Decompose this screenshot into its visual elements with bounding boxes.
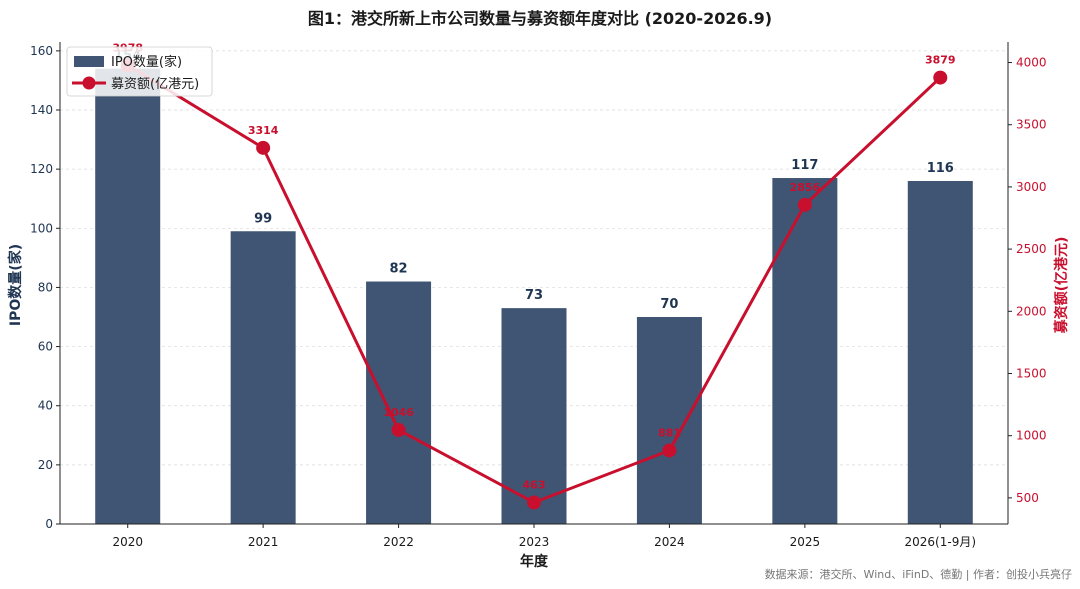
x-axis-label: 年度 xyxy=(520,553,549,570)
x-tick-label: 2022 xyxy=(383,535,414,549)
legend: IPO数量(家) 募资额(亿港元) xyxy=(66,46,213,97)
bar xyxy=(636,317,702,524)
bar-value-label: 116 xyxy=(927,161,954,176)
bar xyxy=(907,180,973,524)
left-tick-label: 100 xyxy=(30,221,53,235)
bar-series xyxy=(95,68,973,525)
right-tick-label: 2500 xyxy=(1016,242,1047,256)
source-note: 数据来源：港交所、Wind、iFinD、德勤 | 作者：创投小兵亮仔 xyxy=(765,567,1072,581)
right-axis-ticks: 500 1000 1500 2000 2500 3000 3500 4000 xyxy=(1008,56,1047,505)
left-axis-label: IPO数量(家) xyxy=(7,244,24,326)
left-tick-label: 120 xyxy=(30,162,53,176)
right-tick-label: 4000 xyxy=(1016,56,1047,70)
x-tick-label: 2024 xyxy=(654,535,685,549)
bar-value-label: 99 xyxy=(254,211,272,226)
bar xyxy=(230,231,296,525)
line-value-label: 1046 xyxy=(383,406,414,419)
left-tick-label: 80 xyxy=(38,280,53,294)
left-axis-ticks: 0 20 40 60 80 100 120 140 160 xyxy=(30,44,60,531)
line-value-label: 3879 xyxy=(925,54,956,67)
x-tick-label: 2020 xyxy=(112,535,143,549)
right-tick-label: 1000 xyxy=(1016,429,1047,443)
line-value-label: 2856 xyxy=(790,181,821,194)
x-tick-label: 2025 xyxy=(790,535,821,549)
left-tick-label: 140 xyxy=(30,103,53,117)
line-point xyxy=(256,140,271,155)
chart-title: 图1：港交所新上市公司数量与募资额年度对比 (2020-2026.9) xyxy=(308,9,772,28)
line-point xyxy=(662,443,677,458)
left-tick-label: 0 xyxy=(45,517,53,531)
right-tick-label: 500 xyxy=(1016,491,1039,505)
line-point xyxy=(797,197,812,212)
bar xyxy=(366,281,432,524)
x-tick-label: 2026(1-9月) xyxy=(905,535,977,549)
line-point xyxy=(933,70,948,85)
legend-line-marker xyxy=(82,76,96,90)
left-tick-label: 60 xyxy=(38,340,53,354)
bar-value-label: 70 xyxy=(660,297,678,312)
bar-value-label: 73 xyxy=(525,288,543,303)
legend-line-text: 募资额(亿港元) xyxy=(111,77,199,92)
right-axis-label: 募资额(亿港元) xyxy=(1053,237,1070,335)
legend-bar-text: IPO数量(家) xyxy=(111,54,182,70)
right-tick-label: 2000 xyxy=(1016,304,1047,318)
right-tick-label: 1500 xyxy=(1016,366,1047,380)
x-tick-label: 2023 xyxy=(519,535,550,549)
line-point xyxy=(527,495,541,510)
line-value-label: 3314 xyxy=(248,124,279,137)
left-tick-label: 20 xyxy=(38,458,53,472)
line-value-label: 881 xyxy=(658,426,681,439)
bar xyxy=(501,308,567,524)
right-tick-label: 3000 xyxy=(1016,180,1047,194)
left-tick-label: 40 xyxy=(38,399,53,413)
x-axis-ticks: 2020 2021 2022 2023 2024 2025 2026(1-9月) xyxy=(112,524,976,549)
bar xyxy=(95,68,161,524)
x-tick-label: 2021 xyxy=(248,535,279,549)
bar xyxy=(772,178,838,524)
line-value-label: 463 xyxy=(523,478,546,491)
line-point xyxy=(391,422,406,437)
bar-value-label: 117 xyxy=(791,158,818,173)
legend-bar-swatch xyxy=(74,56,104,67)
right-tick-label: 3500 xyxy=(1016,118,1047,132)
line-series xyxy=(120,58,948,510)
left-tick-label: 160 xyxy=(30,44,53,58)
bar-value-label: 82 xyxy=(390,262,408,277)
